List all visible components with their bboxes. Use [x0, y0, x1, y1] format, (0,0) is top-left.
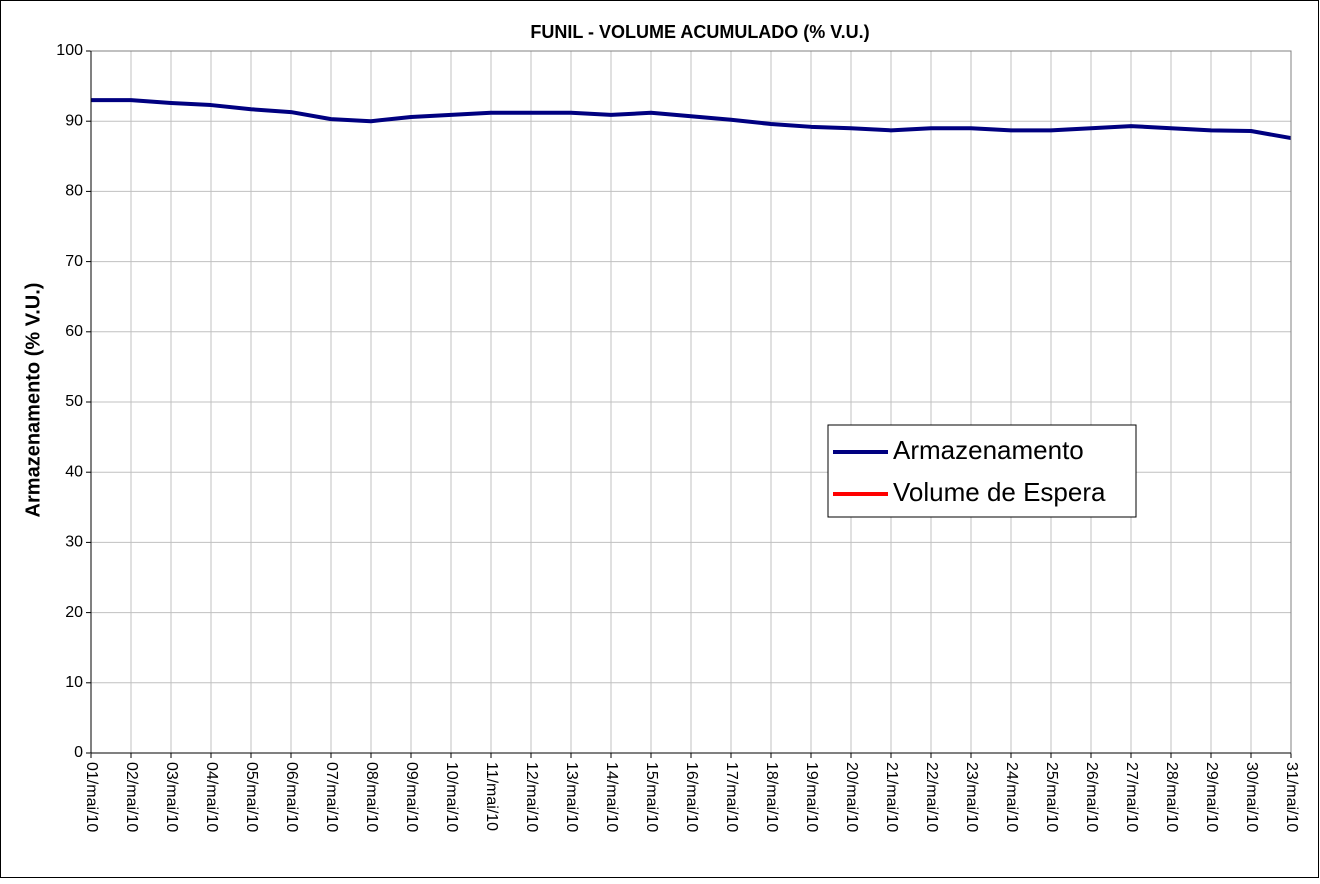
legend-box — [827, 424, 1137, 518]
y-tick-label: 50 — [65, 393, 83, 410]
x-tick-label: 09/mai/10 — [403, 762, 420, 832]
x-tick-label: 19/mai/10 — [803, 762, 820, 832]
x-tick-label: 06/mai/10 — [283, 762, 300, 832]
y-axis-label: Armazenamento (% V.U.) — [22, 283, 44, 518]
y-tick-label: 10 — [65, 674, 83, 691]
x-tick-label: 22/mai/10 — [923, 762, 940, 832]
x-tick-label: 29/mai/10 — [1203, 762, 1220, 832]
y-tick-label: 80 — [65, 183, 83, 200]
x-tick-label: 08/mai/10 — [363, 762, 380, 832]
x-tick-label: 18/mai/10 — [763, 762, 780, 832]
legend: Armazenamento Volume de Espera — [827, 424, 1137, 518]
legend-label: Armazenamento — [893, 435, 1084, 465]
x-tick-label: 04/mai/10 — [203, 762, 220, 832]
x-tick-label: 05/mai/10 — [243, 762, 260, 832]
x-tick-label: 03/mai/10 — [163, 762, 180, 832]
y-tick-label: 60 — [65, 323, 83, 340]
y-tick-label: 20 — [65, 604, 83, 621]
x-tick-label: 30/mai/10 — [1243, 762, 1260, 832]
x-tick-label: 26/mai/10 — [1083, 762, 1100, 832]
x-tick-label: 02/mai/10 — [123, 762, 140, 832]
x-tick-label: 21/mai/10 — [883, 762, 900, 832]
x-tick-label: 20/mai/10 — [843, 762, 860, 832]
x-tick-label: 16/mai/10 — [683, 762, 700, 832]
series-line — [91, 98, 1292, 141]
x-tick-label: 12/mai/10 — [523, 762, 540, 832]
x-tick-label: 31/mai/10 — [1283, 762, 1300, 832]
x-tick-label: 14/mai/10 — [603, 762, 620, 832]
x-tick-label: 28/mai/10 — [1163, 762, 1180, 832]
x-tick-label: 23/mai/10 — [963, 762, 980, 832]
y-tick-label: 90 — [65, 112, 83, 129]
x-tick-label: 25/mai/10 — [1043, 762, 1060, 832]
x-tick-label: 07/mai/10 — [323, 762, 340, 832]
chart-title: FUNIL - VOLUME ACUMULADO (% V.U.) — [530, 22, 869, 42]
legend-label: Volume de Espera — [893, 477, 1106, 507]
x-tick-label: 15/mai/10 — [643, 762, 660, 832]
y-tick-label: 30 — [65, 534, 83, 551]
y-tick-label: 100 — [56, 42, 83, 59]
y-tick-label: 0 — [74, 744, 83, 761]
x-tick-label: 13/mai/10 — [563, 762, 580, 832]
y-tick-label: 40 — [65, 463, 83, 480]
x-tick-label: 24/mai/10 — [1003, 762, 1020, 832]
x-tick-label: 01/mai/10 — [83, 762, 100, 832]
x-tick-label: 17/mai/10 — [723, 762, 740, 832]
x-tick-label: 11/mai/10 — [483, 762, 500, 831]
x-tick-label: 27/mai/10 — [1123, 762, 1140, 832]
y-tick-label: 70 — [65, 253, 83, 270]
x-tick-label: 10/mai/10 — [443, 762, 460, 832]
